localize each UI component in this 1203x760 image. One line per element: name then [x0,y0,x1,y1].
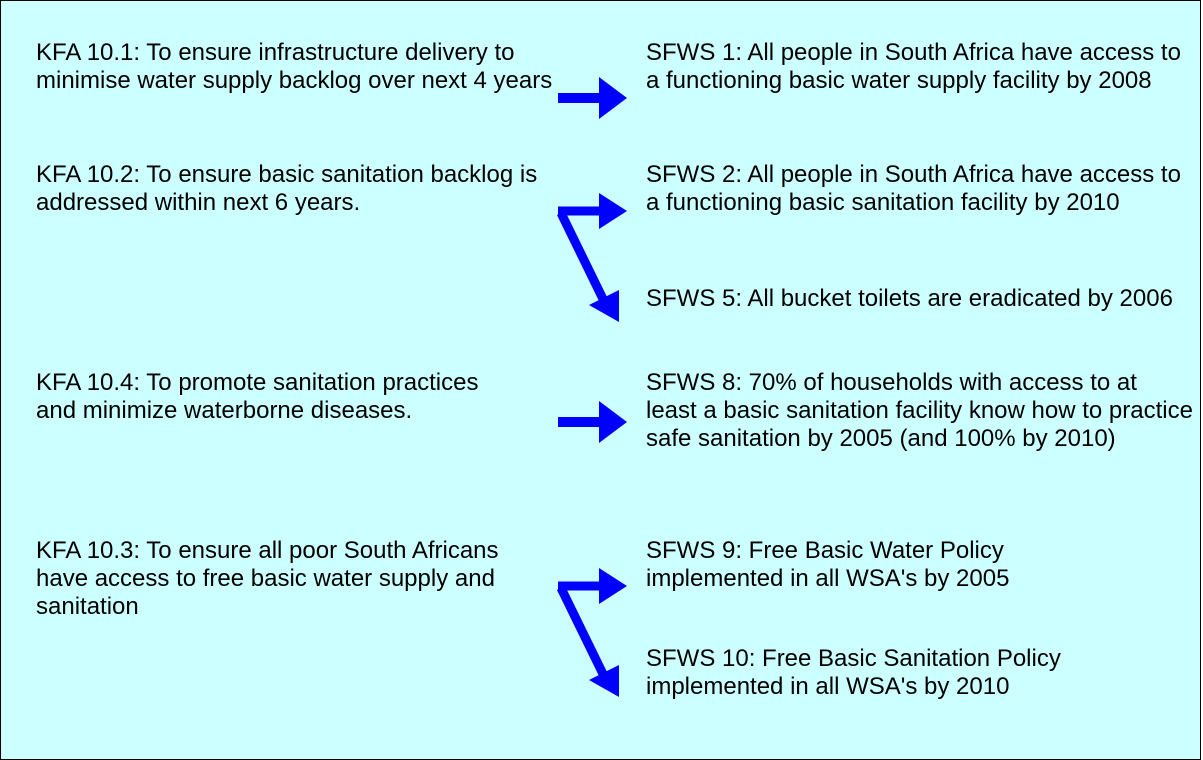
target-text: SFWS 2: All people in South Africa have … [646,161,1181,216]
target-text: SFWS 1: All people in South Africa have … [646,39,1181,94]
arrow [558,401,627,443]
kfa-text: KFA 10.1: To ensure infrastructure deliv… [36,39,553,94]
target-text: SFWS 8: 70% of households with access to… [646,369,1193,452]
fork-arrow [556,193,627,322]
kfa-text: KFA 10.3: To ensure all poor South Afric… [36,537,499,620]
fork-arrow [556,568,627,697]
kfa-text: KFA 10.4: To promote sanitation practice… [36,369,479,424]
kfa-text: KFA 10.2: To ensure basic sanitation bac… [36,161,538,216]
target-text: SFWS 5: All bucket toilets are eradicate… [646,285,1173,312]
target-text: SFWS 10: Free Basic Sanitation Policy im… [646,645,1061,700]
arrows [556,77,627,697]
target-text: SFWS 9: Free Basic Water Policy implemen… [646,537,1010,592]
arrow [558,77,627,119]
